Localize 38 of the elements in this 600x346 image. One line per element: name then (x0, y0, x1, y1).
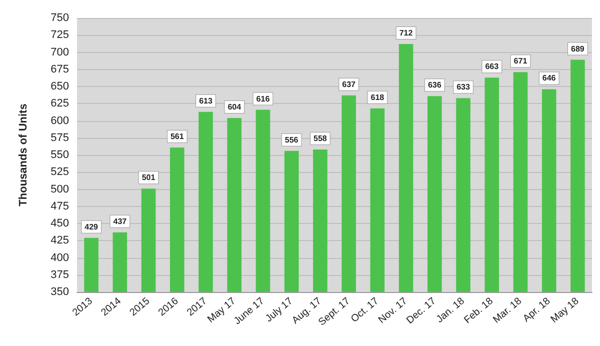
y-tick-label: 600 (50, 114, 69, 127)
y-tick-label: 625 (50, 98, 69, 110)
data-label: 437 (113, 216, 128, 226)
data-label: 637 (342, 80, 356, 89)
data-label: 616 (256, 94, 270, 104)
data-label: 671 (514, 56, 528, 66)
y-tick-label: 375 (50, 268, 69, 281)
y-tick-label: 450 (50, 218, 69, 230)
data-label: 633 (456, 82, 470, 92)
y-tick-label: 700 (50, 46, 69, 58)
y-axis-title: Thousands of Units (18, 104, 30, 206)
data-label: 636 (428, 80, 442, 90)
data-label: 646 (542, 74, 556, 83)
x-tick-label: Mar. 18 (491, 296, 524, 326)
data-label: 556 (284, 135, 299, 144)
y-tick-label: 400 (50, 252, 69, 264)
y-tick-label: 675 (50, 63, 69, 76)
data-label: 613 (199, 96, 213, 106)
y-tick-label: 750 (50, 12, 69, 24)
data-label: 618 (370, 92, 385, 102)
data-label: 558 (314, 134, 328, 144)
data-label: 604 (228, 102, 242, 112)
data-label: 501 (142, 173, 156, 182)
y-tick-label: 550 (50, 149, 69, 161)
y-tick-label: 425 (50, 234, 69, 247)
y-tick-label: 500 (50, 183, 69, 196)
y-tick-label: 350 (50, 286, 69, 298)
y-tick-label: 650 (50, 80, 69, 92)
y-tick-label: 525 (50, 166, 69, 178)
data-label: 712 (399, 28, 414, 38)
data-label: 561 (170, 132, 184, 141)
data-label: 663 (485, 62, 500, 72)
y-tick-label: 725 (50, 29, 69, 42)
x-tick-label: May 18 (549, 296, 582, 326)
y-tick-label: 475 (50, 200, 69, 212)
data-label: 689 (571, 44, 585, 54)
y-tick-label: 575 (50, 132, 69, 144)
data-label: 429 (84, 222, 99, 232)
